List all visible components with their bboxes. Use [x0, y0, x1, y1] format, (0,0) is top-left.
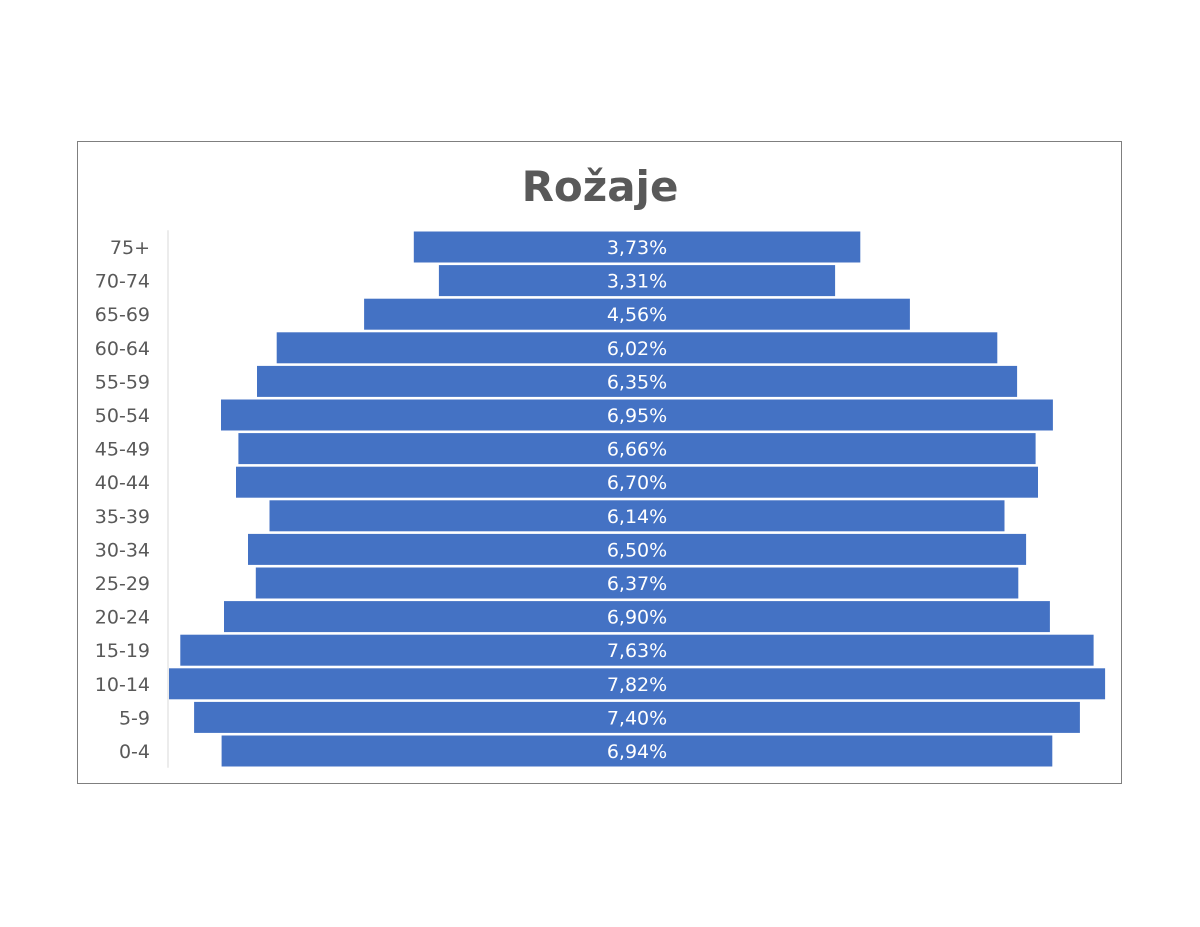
data-label-5-9: 7,40% — [607, 707, 667, 729]
category-label-5-9: 5-9 — [119, 707, 150, 729]
chart-title: Rožaje — [521, 162, 679, 211]
bar-15-19 — [180, 634, 1094, 666]
bar-0-4 — [221, 735, 1053, 767]
category-label-70-74: 70-74 — [95, 271, 150, 293]
category-label-55-59: 55-59 — [95, 371, 150, 393]
bar-10-14 — [169, 668, 1106, 700]
data-label-45-49: 6,66% — [607, 439, 667, 461]
bar-45-49 — [238, 433, 1036, 465]
category-label-35-39: 35-39 — [95, 506, 150, 528]
data-label-40-44: 6,70% — [607, 472, 667, 494]
bar-55-59 — [257, 365, 1018, 397]
data-label-10-14: 7,82% — [607, 674, 667, 696]
category-label-15-19: 15-19 — [95, 640, 150, 662]
category-label-10-14: 10-14 — [95, 674, 150, 696]
data-label-60-64: 6,02% — [607, 338, 667, 360]
data-label-55-59: 6,35% — [607, 371, 667, 393]
data-label-35-39: 6,14% — [607, 506, 667, 528]
data-label-0-4: 6,94% — [607, 741, 667, 763]
bar-75+ — [413, 231, 861, 263]
bar-20-24 — [224, 601, 1050, 633]
category-label-75+: 75+ — [110, 237, 150, 259]
data-label-75+: 3,73% — [607, 237, 667, 259]
data-label-30-34: 6,50% — [607, 539, 667, 561]
bar-50-54 — [221, 399, 1053, 431]
category-label-45-49: 45-49 — [95, 439, 150, 461]
bar-25-29 — [255, 567, 1019, 599]
category-label-65-69: 65-69 — [95, 304, 150, 326]
data-label-70-74: 3,31% — [607, 271, 667, 293]
bar-30-34 — [248, 533, 1027, 565]
bar-40-44 — [236, 466, 1038, 498]
bar-60-64 — [276, 332, 998, 364]
bar-35-39 — [269, 500, 1005, 532]
category-label-40-44: 40-44 — [95, 472, 150, 494]
data-label-15-19: 7,63% — [607, 640, 667, 662]
bar-5-9 — [194, 701, 1080, 733]
bar-70-74 — [438, 265, 836, 297]
category-label-25-29: 25-29 — [95, 573, 150, 595]
category-label-0-4: 0-4 — [119, 741, 150, 763]
category-label-50-54: 50-54 — [95, 405, 150, 427]
bar-65-69 — [364, 298, 910, 330]
category-label-20-24: 20-24 — [95, 607, 150, 629]
category-label-30-34: 30-34 — [95, 539, 150, 561]
data-label-25-29: 6,37% — [607, 573, 667, 595]
data-label-65-69: 4,56% — [607, 304, 667, 326]
data-label-50-54: 6,95% — [607, 405, 667, 427]
data-label-20-24: 6,90% — [607, 607, 667, 629]
category-label-60-64: 60-64 — [95, 338, 150, 360]
